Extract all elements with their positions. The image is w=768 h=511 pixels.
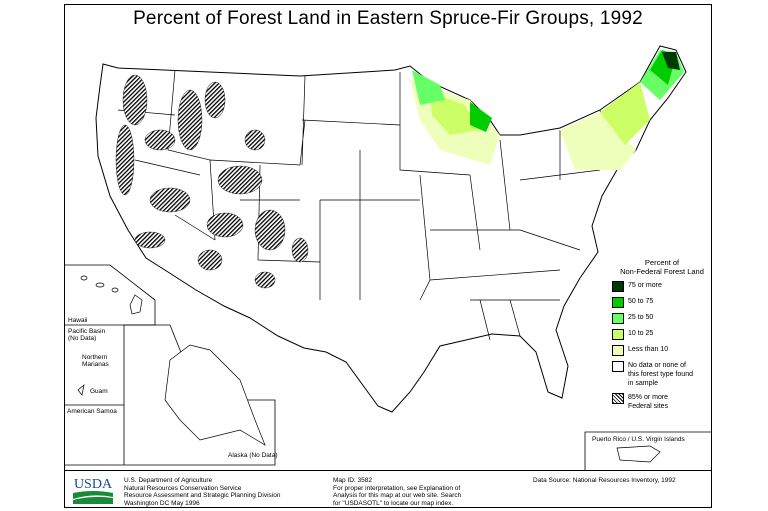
usda-logo: USDA <box>73 477 113 504</box>
federal-land-hatching <box>115 74 309 289</box>
legend-heading-1: Percent of <box>644 258 680 267</box>
svg-text:USDA: USDA <box>74 477 113 492</box>
agency-info: U.S. Department of Agriculture Natural R… <box>124 477 281 507</box>
inset-shapes <box>77 275 661 463</box>
pacific-no-data-label: (No Data) <box>68 335 97 342</box>
data-source: Data Source: National Resources Inventor… <box>533 477 676 484</box>
swatch <box>612 297 624 308</box>
legend-item: No data or none of this forest type foun… <box>612 361 712 388</box>
map-info: Map ID: 3582 For proper interpretation, … <box>333 477 462 507</box>
conus-outline <box>95 45 687 413</box>
legend-item: 50 to 75 <box>612 297 712 308</box>
legend-item: 25 to 50 <box>612 313 712 324</box>
legend-item: 75 or more <box>612 281 712 292</box>
legend: Percent of Non-Federal Forest Land 75 or … <box>612 258 712 416</box>
swatch <box>612 329 624 340</box>
alaska-label: Alaska (No Data) <box>228 452 278 459</box>
swatch <box>612 361 624 372</box>
puerto-rico-label: Puerto Rico / U.S. Virgin Islands <box>592 436 685 443</box>
pacific-basin-label: Pacific Basin <box>68 328 106 335</box>
swatch <box>612 313 624 324</box>
northern-marianas-label-2: Marianas <box>82 361 109 368</box>
swatch <box>612 281 624 292</box>
american-samoa-label: American Samoa <box>67 408 117 415</box>
northern-marianas-label-1: Northern <box>82 354 108 361</box>
swatch <box>612 345 624 356</box>
guam-label: Guam <box>90 388 108 395</box>
map-title: Percent of Forest Land in Eastern Spruce… <box>133 8 643 29</box>
legend-item: Less than 10 <box>612 345 712 356</box>
footer: USDA U.S. Department of Agriculture Natu… <box>64 470 712 509</box>
map-frame <box>64 4 712 508</box>
hatch-swatch <box>612 393 624 404</box>
state-borders <box>117 69 611 341</box>
legend-item: 85% or more Federal sites <box>612 393 712 411</box>
legend-heading-2: Non-Federal Forest Land <box>620 267 704 276</box>
spruce-fir-forest-areas <box>410 50 684 170</box>
legend-item: 10 to 25 <box>612 329 712 340</box>
hawaii-label: Hawaii <box>68 317 88 324</box>
